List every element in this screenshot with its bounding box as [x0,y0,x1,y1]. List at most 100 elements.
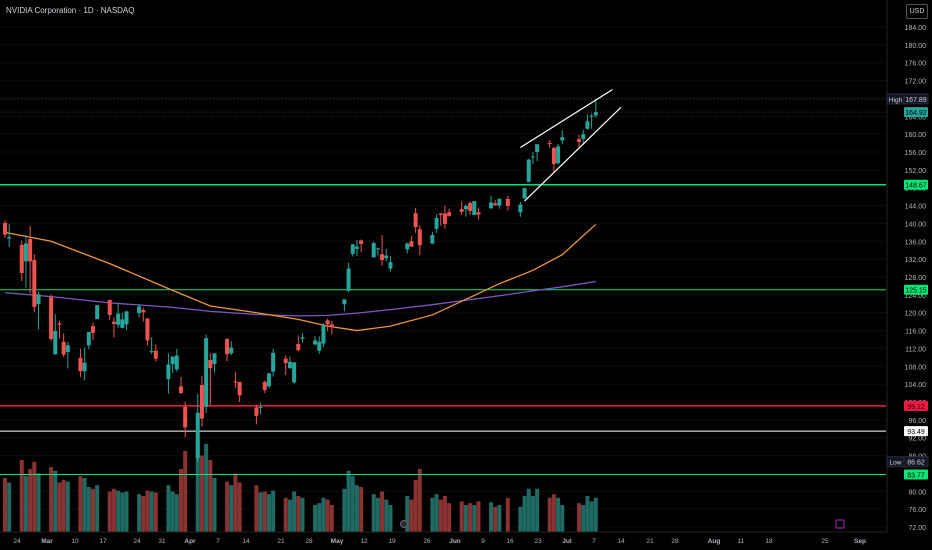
volume-bar [468,503,473,532]
candle [329,320,334,335]
volume-bar [212,478,217,532]
candle-body [296,343,301,351]
volume-bar [178,469,183,532]
volume-bar [434,494,439,532]
price-label-tag-box [886,93,905,105]
candle-body [472,201,477,215]
price-tick-label: 144.00 [905,204,927,211]
volume-bar [535,488,540,532]
time-tick-label: 25 [821,538,829,545]
volume-bar [593,497,598,532]
volume-bar [57,482,62,532]
candle-body [371,243,376,258]
volume-bar [95,485,100,532]
candle-body [354,246,359,249]
candle-body [111,321,116,324]
time-tick-label: 9 [481,538,485,545]
volume-bar [551,494,556,532]
volume-bar [463,505,468,532]
candle-body [577,139,582,142]
candle-body [170,356,175,365]
candle-body [413,213,418,227]
candle-body [380,254,385,261]
candle [82,347,87,381]
candle-body [28,239,33,262]
candle-body [78,357,83,372]
wedge-trendline [524,106,622,202]
candle-body [36,294,41,305]
candle-body [141,310,146,313]
candle [551,146,556,173]
volume-bar [526,488,531,532]
candle [556,143,561,165]
candle [208,353,213,406]
candle [23,235,28,288]
candle [107,299,112,320]
volume-bar [560,505,565,532]
candle [3,220,7,238]
candle-body [49,297,54,340]
candle-body [493,203,498,206]
candle [593,98,598,118]
candle-body [329,324,334,328]
price-tick-label: 116.00 [905,329,926,336]
time-tick-label: 11 [738,538,745,545]
candle [86,331,91,350]
candle [325,318,330,332]
volume-bar [380,491,385,532]
candle-body [459,209,464,212]
candle-body [124,311,129,325]
candle-body [199,385,204,419]
symbol-title[interactable]: NVIDIA Corporation · 1D · NASDAQ [6,6,135,15]
currency-button[interactable]: USD [906,4,928,19]
candle [137,303,142,318]
wedge-trendline [520,88,613,149]
price-tick-label: 128.00 [905,275,927,282]
candle [170,356,175,373]
price-tick-label: 184.00 [905,25,927,32]
volume-bar [405,496,410,532]
candle [413,207,418,233]
volume-bar [28,469,33,532]
time-tick-label: Jul [562,538,572,545]
candle-body [90,326,95,333]
volume-bar [266,494,271,532]
time-tick-label: 21 [646,538,654,545]
price-label-value: 83.77 [907,472,925,479]
volume-bar [78,476,83,532]
candle-body [283,358,288,364]
volume-bar [53,470,58,532]
volume-bar [384,499,389,532]
volume-bar [296,496,301,532]
time-tick-label: 19 [388,538,396,545]
volume-bar [258,492,263,532]
volume-bar [116,490,121,532]
candle-body [321,325,326,344]
volume-bar [329,505,334,532]
price-label-value: 125.15 [905,288,927,295]
candle-body [463,206,468,210]
candle [472,201,477,215]
time-tick-label: Aug [708,538,721,545]
candle-body [417,229,422,246]
candle-body [359,240,364,244]
time-tick-label: 21 [277,538,285,545]
candle [65,342,70,369]
price-tick-label: 156.00 [905,150,927,157]
candle [78,348,83,377]
candle [28,226,33,294]
volume-bar [32,461,37,532]
candle-body [346,268,351,291]
price-tick-label: 120.00 [905,311,927,318]
volume-bar [375,497,380,532]
price-label-value: 164.92 [905,110,927,117]
candle-body [560,137,565,141]
candle [476,207,481,220]
candle [346,262,351,293]
candle-body [107,299,112,315]
volume-bar [359,487,364,532]
sma-slow-line [4,280,596,317]
candle-body [518,204,523,213]
candle [375,247,380,256]
